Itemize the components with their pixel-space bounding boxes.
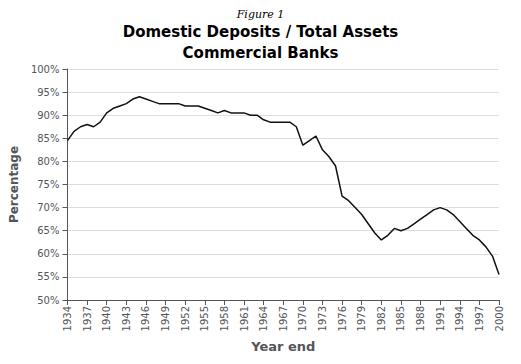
svg-text:Year end: Year end bbox=[250, 339, 315, 354]
svg-text:1976: 1976 bbox=[337, 306, 348, 331]
svg-text:85%: 85% bbox=[37, 133, 59, 144]
svg-text:1985: 1985 bbox=[395, 306, 406, 331]
svg-text:1970: 1970 bbox=[297, 306, 308, 331]
svg-text:1988: 1988 bbox=[415, 306, 426, 331]
svg-text:1949: 1949 bbox=[160, 306, 171, 331]
svg-text:1979: 1979 bbox=[356, 306, 367, 331]
svg-text:Percentage: Percentage bbox=[7, 146, 21, 223]
svg-text:Domestic Deposits / Total Asse: Domestic Deposits / Total Assets bbox=[123, 23, 399, 41]
svg-text:1934: 1934 bbox=[62, 306, 73, 331]
svg-text:Commercial Banks: Commercial Banks bbox=[183, 44, 339, 62]
svg-text:1994: 1994 bbox=[454, 306, 465, 331]
svg-text:1961: 1961 bbox=[239, 306, 250, 331]
svg-text:70%: 70% bbox=[37, 202, 59, 213]
svg-text:90%: 90% bbox=[37, 110, 59, 121]
svg-text:1973: 1973 bbox=[317, 306, 328, 331]
svg-text:1964: 1964 bbox=[258, 306, 269, 331]
svg-text:1991: 1991 bbox=[435, 306, 446, 331]
svg-text:1943: 1943 bbox=[121, 306, 132, 331]
svg-text:100%: 100% bbox=[31, 64, 60, 75]
svg-text:1982: 1982 bbox=[376, 306, 387, 331]
svg-text:95%: 95% bbox=[37, 87, 59, 98]
svg-text:60%: 60% bbox=[37, 248, 59, 259]
svg-text:1940: 1940 bbox=[101, 306, 112, 331]
svg-text:1952: 1952 bbox=[180, 306, 191, 331]
svg-text:1937: 1937 bbox=[82, 306, 93, 331]
svg-text:2000: 2000 bbox=[494, 306, 505, 331]
svg-text:55%: 55% bbox=[37, 271, 59, 282]
svg-text:50%: 50% bbox=[37, 295, 59, 306]
svg-text:1958: 1958 bbox=[219, 306, 230, 331]
svg-text:80%: 80% bbox=[37, 156, 59, 167]
svg-text:1997: 1997 bbox=[474, 306, 485, 331]
svg-text:65%: 65% bbox=[37, 225, 59, 236]
svg-text:75%: 75% bbox=[37, 179, 59, 190]
svg-text:1946: 1946 bbox=[140, 306, 151, 331]
svg-text:1955: 1955 bbox=[199, 306, 210, 331]
svg-text:Figure 1: Figure 1 bbox=[236, 8, 285, 21]
svg-text:1967: 1967 bbox=[278, 306, 289, 331]
